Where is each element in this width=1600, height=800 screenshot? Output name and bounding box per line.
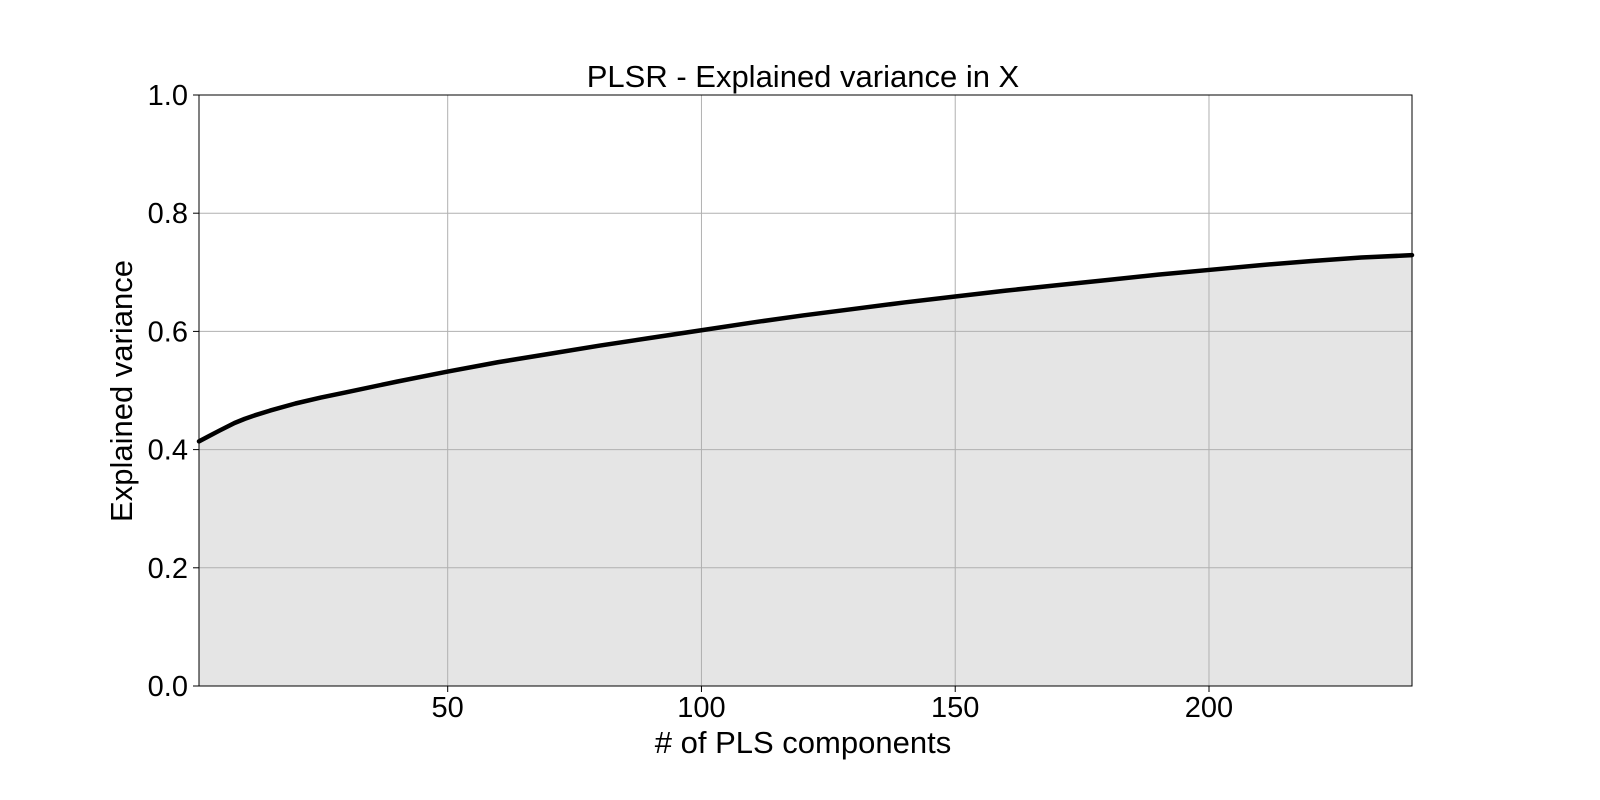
- line-layer: [196, 252, 1415, 444]
- x-axis-label: # of PLS components: [655, 725, 951, 760]
- y-tick-label: 1.0: [148, 80, 188, 112]
- x-tick-label: 100: [677, 692, 725, 724]
- tick-layer: 50 100 150 200 0.0 0.2 0.4 0.6 0.8 1.0: [148, 80, 1234, 724]
- y-tick-label: 0.2: [148, 553, 188, 585]
- x-tick-label: 50: [432, 692, 464, 724]
- chart-title: PLSR - Explained variance in X: [587, 59, 1020, 94]
- y-axis-label: Explained variance: [104, 260, 139, 522]
- y-tick-label: 0.8: [148, 198, 188, 230]
- y-tick-label: 0.4: [148, 435, 188, 467]
- x-tick-label: 200: [1185, 692, 1233, 724]
- explained-variance-area: [199, 255, 1412, 686]
- y-tick-label: 0.0: [148, 671, 188, 703]
- area-layer: [199, 255, 1412, 686]
- plot-frame: [198, 94, 1413, 687]
- explained-variance-line: [196, 252, 1415, 444]
- x-tick-label: 150: [931, 692, 979, 724]
- y-tick-label: 0.6: [148, 316, 188, 348]
